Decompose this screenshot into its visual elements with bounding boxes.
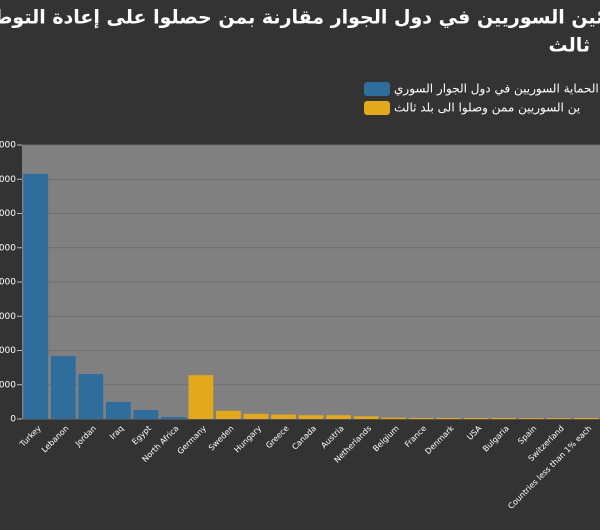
chart-title: اد اللاجئين السوريين في دول الجوار مقارن… bbox=[0, 7, 600, 29]
x-tick-label: Jordan bbox=[73, 424, 98, 449]
bar bbox=[271, 414, 296, 419]
x-tick-label: Denmark bbox=[423, 424, 456, 457]
bar bbox=[216, 410, 241, 419]
bar bbox=[408, 417, 434, 419]
y-tick-label: 3,500,000 bbox=[0, 175, 16, 185]
legend-swatch bbox=[364, 101, 390, 115]
legend-swatch bbox=[364, 82, 390, 96]
y-tick-label: 1,000,000 bbox=[0, 346, 16, 356]
bar bbox=[50, 355, 76, 419]
x-tick-label: Belgium bbox=[371, 424, 401, 454]
x-tick-label: Hungary bbox=[233, 424, 264, 455]
y-tick-label: 3,000,000 bbox=[0, 209, 16, 219]
bar bbox=[243, 413, 269, 419]
y-tick-label: 2,000,000 bbox=[0, 278, 16, 288]
y-tick-label: 500,000 bbox=[0, 380, 16, 390]
x-tick-label: Canada bbox=[290, 424, 318, 452]
chart-subtitle: ثالث bbox=[548, 35, 590, 57]
x-tick-label: Sweden bbox=[207, 424, 236, 453]
x-tick-label: Germany bbox=[176, 424, 209, 457]
bar bbox=[381, 417, 406, 419]
legend-label: ين السوريين ممن وصلوا الى بلد ثالث bbox=[394, 101, 580, 116]
bar bbox=[491, 417, 517, 419]
x-tick-label: Greece bbox=[264, 424, 291, 451]
y-tick-label: 1,500,000 bbox=[0, 312, 16, 322]
x-tick-label: France bbox=[403, 424, 428, 449]
y-tick-label: 2,500,000 bbox=[0, 243, 16, 253]
bar bbox=[518, 418, 544, 419]
bar bbox=[133, 410, 159, 419]
bar bbox=[546, 418, 572, 419]
bar bbox=[160, 416, 186, 419]
bar bbox=[436, 417, 462, 419]
bar bbox=[353, 416, 379, 419]
x-tick-label: Austria bbox=[319, 424, 345, 450]
bar bbox=[573, 417, 599, 419]
y-tick-label: 4,000,000 bbox=[0, 141, 16, 151]
bar bbox=[105, 401, 131, 419]
x-tick-label: Turkey bbox=[17, 424, 43, 450]
bar bbox=[298, 415, 324, 419]
x-tick-label: Bulgaria bbox=[481, 424, 511, 454]
x-tick-label: Lebanon bbox=[40, 424, 71, 455]
bar bbox=[463, 417, 489, 419]
bar bbox=[188, 375, 214, 419]
y-tick-label: 0 bbox=[10, 415, 16, 425]
bar bbox=[23, 173, 49, 419]
x-tick-label: Spain bbox=[516, 424, 538, 446]
bar bbox=[326, 415, 351, 419]
x-tick-label: Iraq bbox=[108, 424, 125, 441]
x-tick-label: USA bbox=[465, 423, 483, 441]
x-tick-label: Egypt bbox=[130, 424, 153, 447]
bar bbox=[78, 374, 104, 419]
legend-label: الحماية السوريين في دول الجوار السوري bbox=[394, 82, 599, 97]
